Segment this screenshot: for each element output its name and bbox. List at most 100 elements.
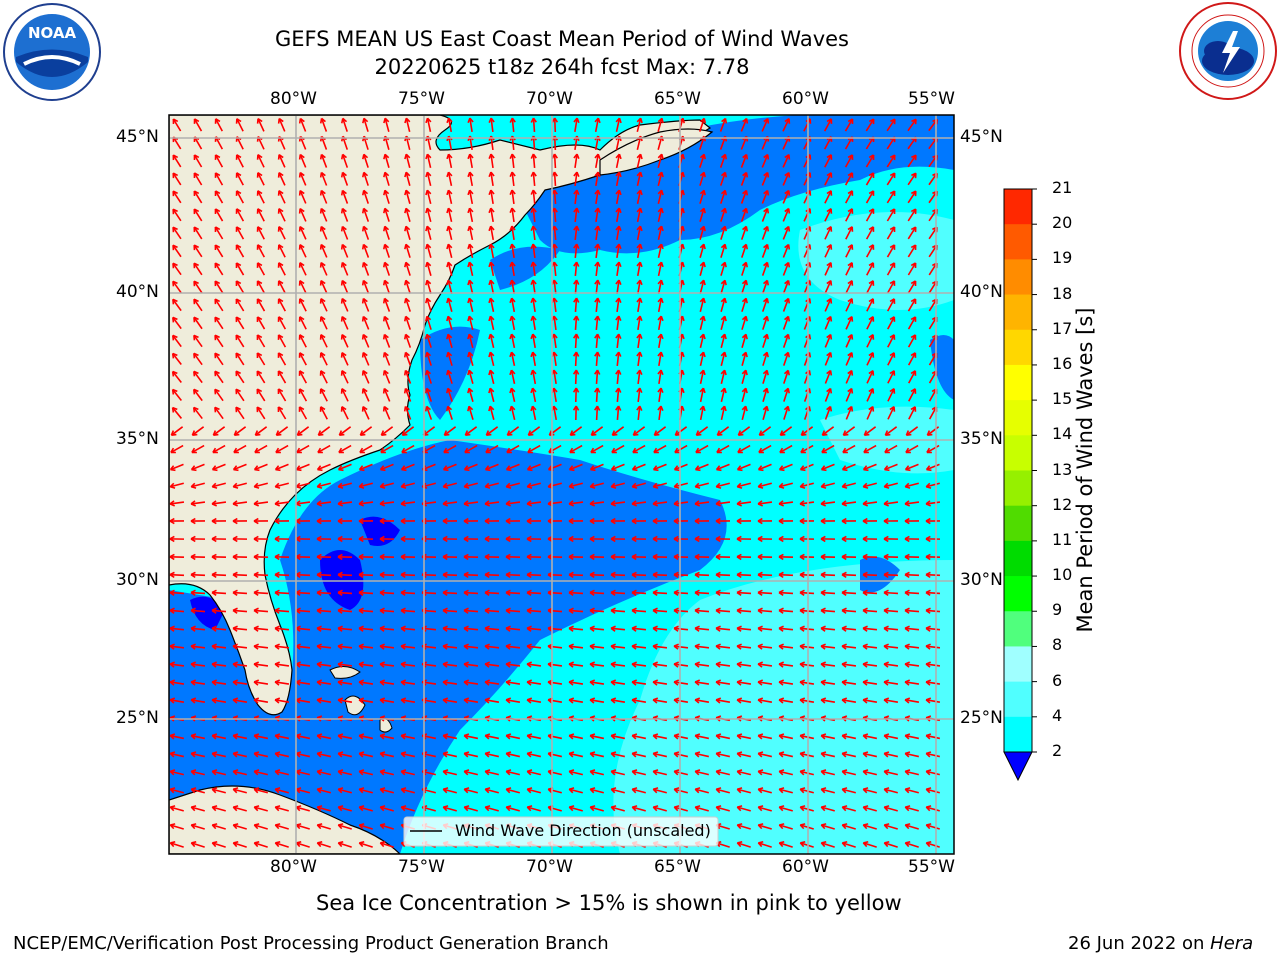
wind-arrow (505, 501, 521, 505)
wind-arrow (275, 482, 289, 488)
wind-arrow (233, 788, 247, 794)
wind-arrow (636, 171, 642, 187)
wind-arrow (782, 208, 790, 222)
wind-arrow-head (652, 681, 658, 686)
wind-arrow (296, 806, 310, 812)
wind-arrow-head (484, 681, 490, 686)
wind-arrow (652, 681, 668, 685)
wind-arrow-head (169, 699, 175, 704)
wind-arrow (172, 370, 182, 384)
wind-arrow (694, 501, 710, 505)
wind-arrow-head (316, 770, 322, 776)
wind-arrow (632, 482, 646, 488)
wind-arrow-head (673, 609, 679, 614)
wind-arrow (191, 842, 205, 848)
wind-arrow-head (800, 486, 806, 489)
wind-arrow-head (904, 824, 910, 830)
wind-arrow (511, 279, 515, 295)
wind-arrow (695, 806, 709, 812)
wind-arrow (657, 190, 663, 204)
wind-arrow (553, 279, 557, 295)
wind-arrow (884, 463, 898, 471)
wind-arrow-head (784, 243, 790, 249)
wind-arrow (254, 788, 268, 794)
wind-arrow-head (382, 334, 386, 340)
wind-arrow (553, 297, 557, 313)
wind-arrow (862, 663, 878, 667)
wind-arrow-head (883, 627, 889, 632)
wind-arrow (426, 262, 432, 276)
wind-arrow-head (463, 591, 469, 596)
wind-arrow (883, 627, 899, 631)
wind-arrow (278, 118, 286, 132)
wind-arrow-head (573, 315, 578, 321)
wind-arrow-head (509, 243, 513, 250)
wind-arrow (405, 172, 411, 186)
wind-arrow-head (572, 387, 577, 393)
wind-arrow (694, 627, 710, 631)
wind-arrow-head (340, 226, 344, 232)
wind-arrow-head (446, 207, 450, 214)
wind-arrow (320, 406, 328, 420)
wind-arrow-head (610, 627, 616, 632)
wind-arrow (170, 788, 184, 794)
wind-arrow (595, 369, 599, 385)
wind-arrow (757, 591, 773, 595)
wind-arrow (720, 226, 726, 240)
wind-arrow-head (316, 788, 322, 794)
wind-arrow (383, 370, 391, 384)
wind-arrow-head (442, 556, 448, 561)
wind-arrow (274, 501, 290, 505)
wind-arrow (821, 426, 835, 436)
wind-arrow (821, 482, 835, 488)
wind-arrow-head (594, 279, 599, 285)
wind-arrow (866, 352, 874, 366)
wind-arrow (574, 369, 578, 385)
wind-arrow (823, 118, 833, 132)
wind-arrow (235, 298, 245, 312)
wind-arrow (883, 663, 899, 667)
wind-arrow-head (736, 520, 742, 525)
wind-arrow (359, 788, 373, 794)
lon-tick-top-55W: 55°W (908, 89, 955, 109)
wind-arrow (636, 118, 642, 132)
wind-arrow (485, 426, 499, 436)
wind-arrow (214, 154, 224, 168)
wind-arrow-head (715, 627, 721, 632)
lat-tick-left-25N: 25°N (116, 708, 159, 728)
wind-arrow (736, 573, 752, 577)
wind-arrow-head (884, 486, 890, 489)
wind-arrow-head (778, 770, 784, 776)
wind-arrow (190, 681, 206, 685)
wind-arrow-head (190, 609, 196, 614)
wind-arrow-head (778, 663, 784, 668)
wind-arrow (170, 770, 184, 776)
wind-arrow (907, 226, 917, 240)
colorbar-segment (1004, 329, 1032, 366)
wind-arrow (484, 609, 500, 613)
wind-arrow-head (862, 556, 868, 561)
wind-arrow (277, 406, 287, 420)
wind-arrow (320, 298, 328, 312)
wind-arrow-head (337, 734, 343, 740)
wind-arrow-head (904, 609, 910, 614)
wind-arrow-head (736, 663, 742, 668)
wind-arrow-head (841, 503, 847, 507)
wind-arrow-head (589, 806, 595, 812)
wind-arrow (193, 154, 203, 168)
wind-arrow (820, 681, 836, 685)
wind-arrow-head (862, 538, 868, 543)
wind-arrow (316, 699, 332, 703)
wind-arrow-head (631, 663, 637, 668)
wind-arrow-head (652, 556, 658, 561)
wind-arrow (761, 280, 769, 294)
wind-arrow-head (526, 503, 532, 507)
wind-arrow-head (190, 573, 196, 579)
wind-arrow (887, 388, 895, 402)
wind-arrow-head (568, 752, 574, 758)
wind-arrow (820, 734, 836, 740)
wind-arrow (657, 225, 663, 241)
wind-arrow-head (211, 824, 217, 830)
wind-arrow-head (593, 405, 599, 411)
wind-arrow-head (826, 279, 832, 285)
